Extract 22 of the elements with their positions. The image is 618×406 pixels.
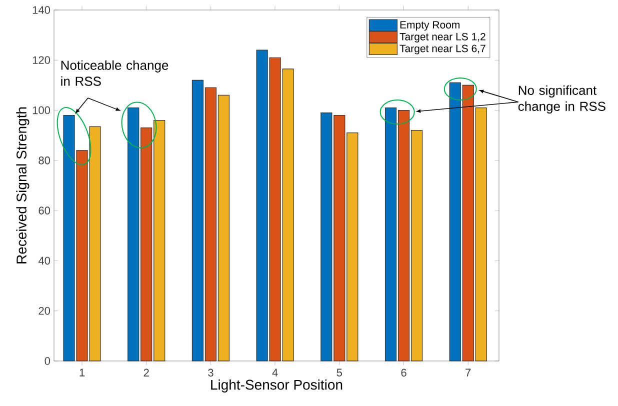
- x-axis-title: Light-Sensor Position: [211, 379, 342, 392]
- y-tick-label: 0: [44, 357, 50, 365]
- y-tick-label: 40: [38, 256, 50, 265]
- annotation: Noticeable change in RSS: [61, 60, 168, 86]
- x-tick-label: 7: [466, 368, 471, 376]
- legend-label: Target near LS 1,2: [400, 32, 486, 42]
- y-tick-label: 140: [32, 6, 50, 14]
- x-tick-label: 1: [80, 368, 85, 376]
- legend-label: Empty Room: [400, 21, 460, 31]
- y-tick-label: 60: [38, 206, 50, 214]
- y-tick-label: 120: [32, 56, 50, 64]
- y-tick-label: 20: [38, 306, 50, 315]
- legend-label: Target near LS 6,7: [400, 44, 486, 54]
- y-tick-label: 100: [32, 106, 50, 114]
- x-tick-label: 5: [336, 368, 342, 376]
- x-tick-label: 6: [401, 368, 406, 377]
- text: No significant change in RSS: [518, 85, 606, 114]
- x-tick-label: 3: [208, 368, 214, 377]
- x-tick-label: 4: [272, 368, 278, 376]
- x-tick-label: 2: [144, 368, 149, 376]
- y-tick-label: 80: [38, 156, 50, 164]
- y-axis-title: Received Signal Strength: [16, 107, 30, 264]
